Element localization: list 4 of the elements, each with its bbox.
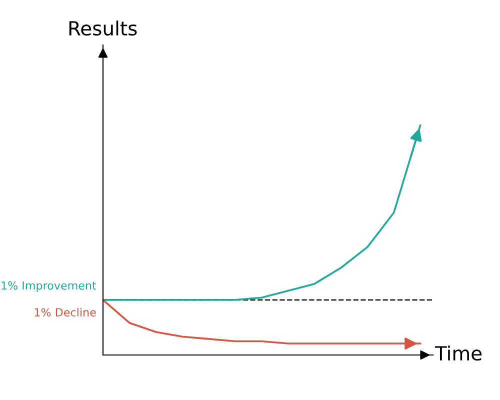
series-label: 1% Improvement xyxy=(2,281,96,292)
x-axis-title: Time xyxy=(434,346,482,361)
y-axis-title: Results xyxy=(69,20,137,36)
series-label: 1% Decline xyxy=(34,308,96,317)
